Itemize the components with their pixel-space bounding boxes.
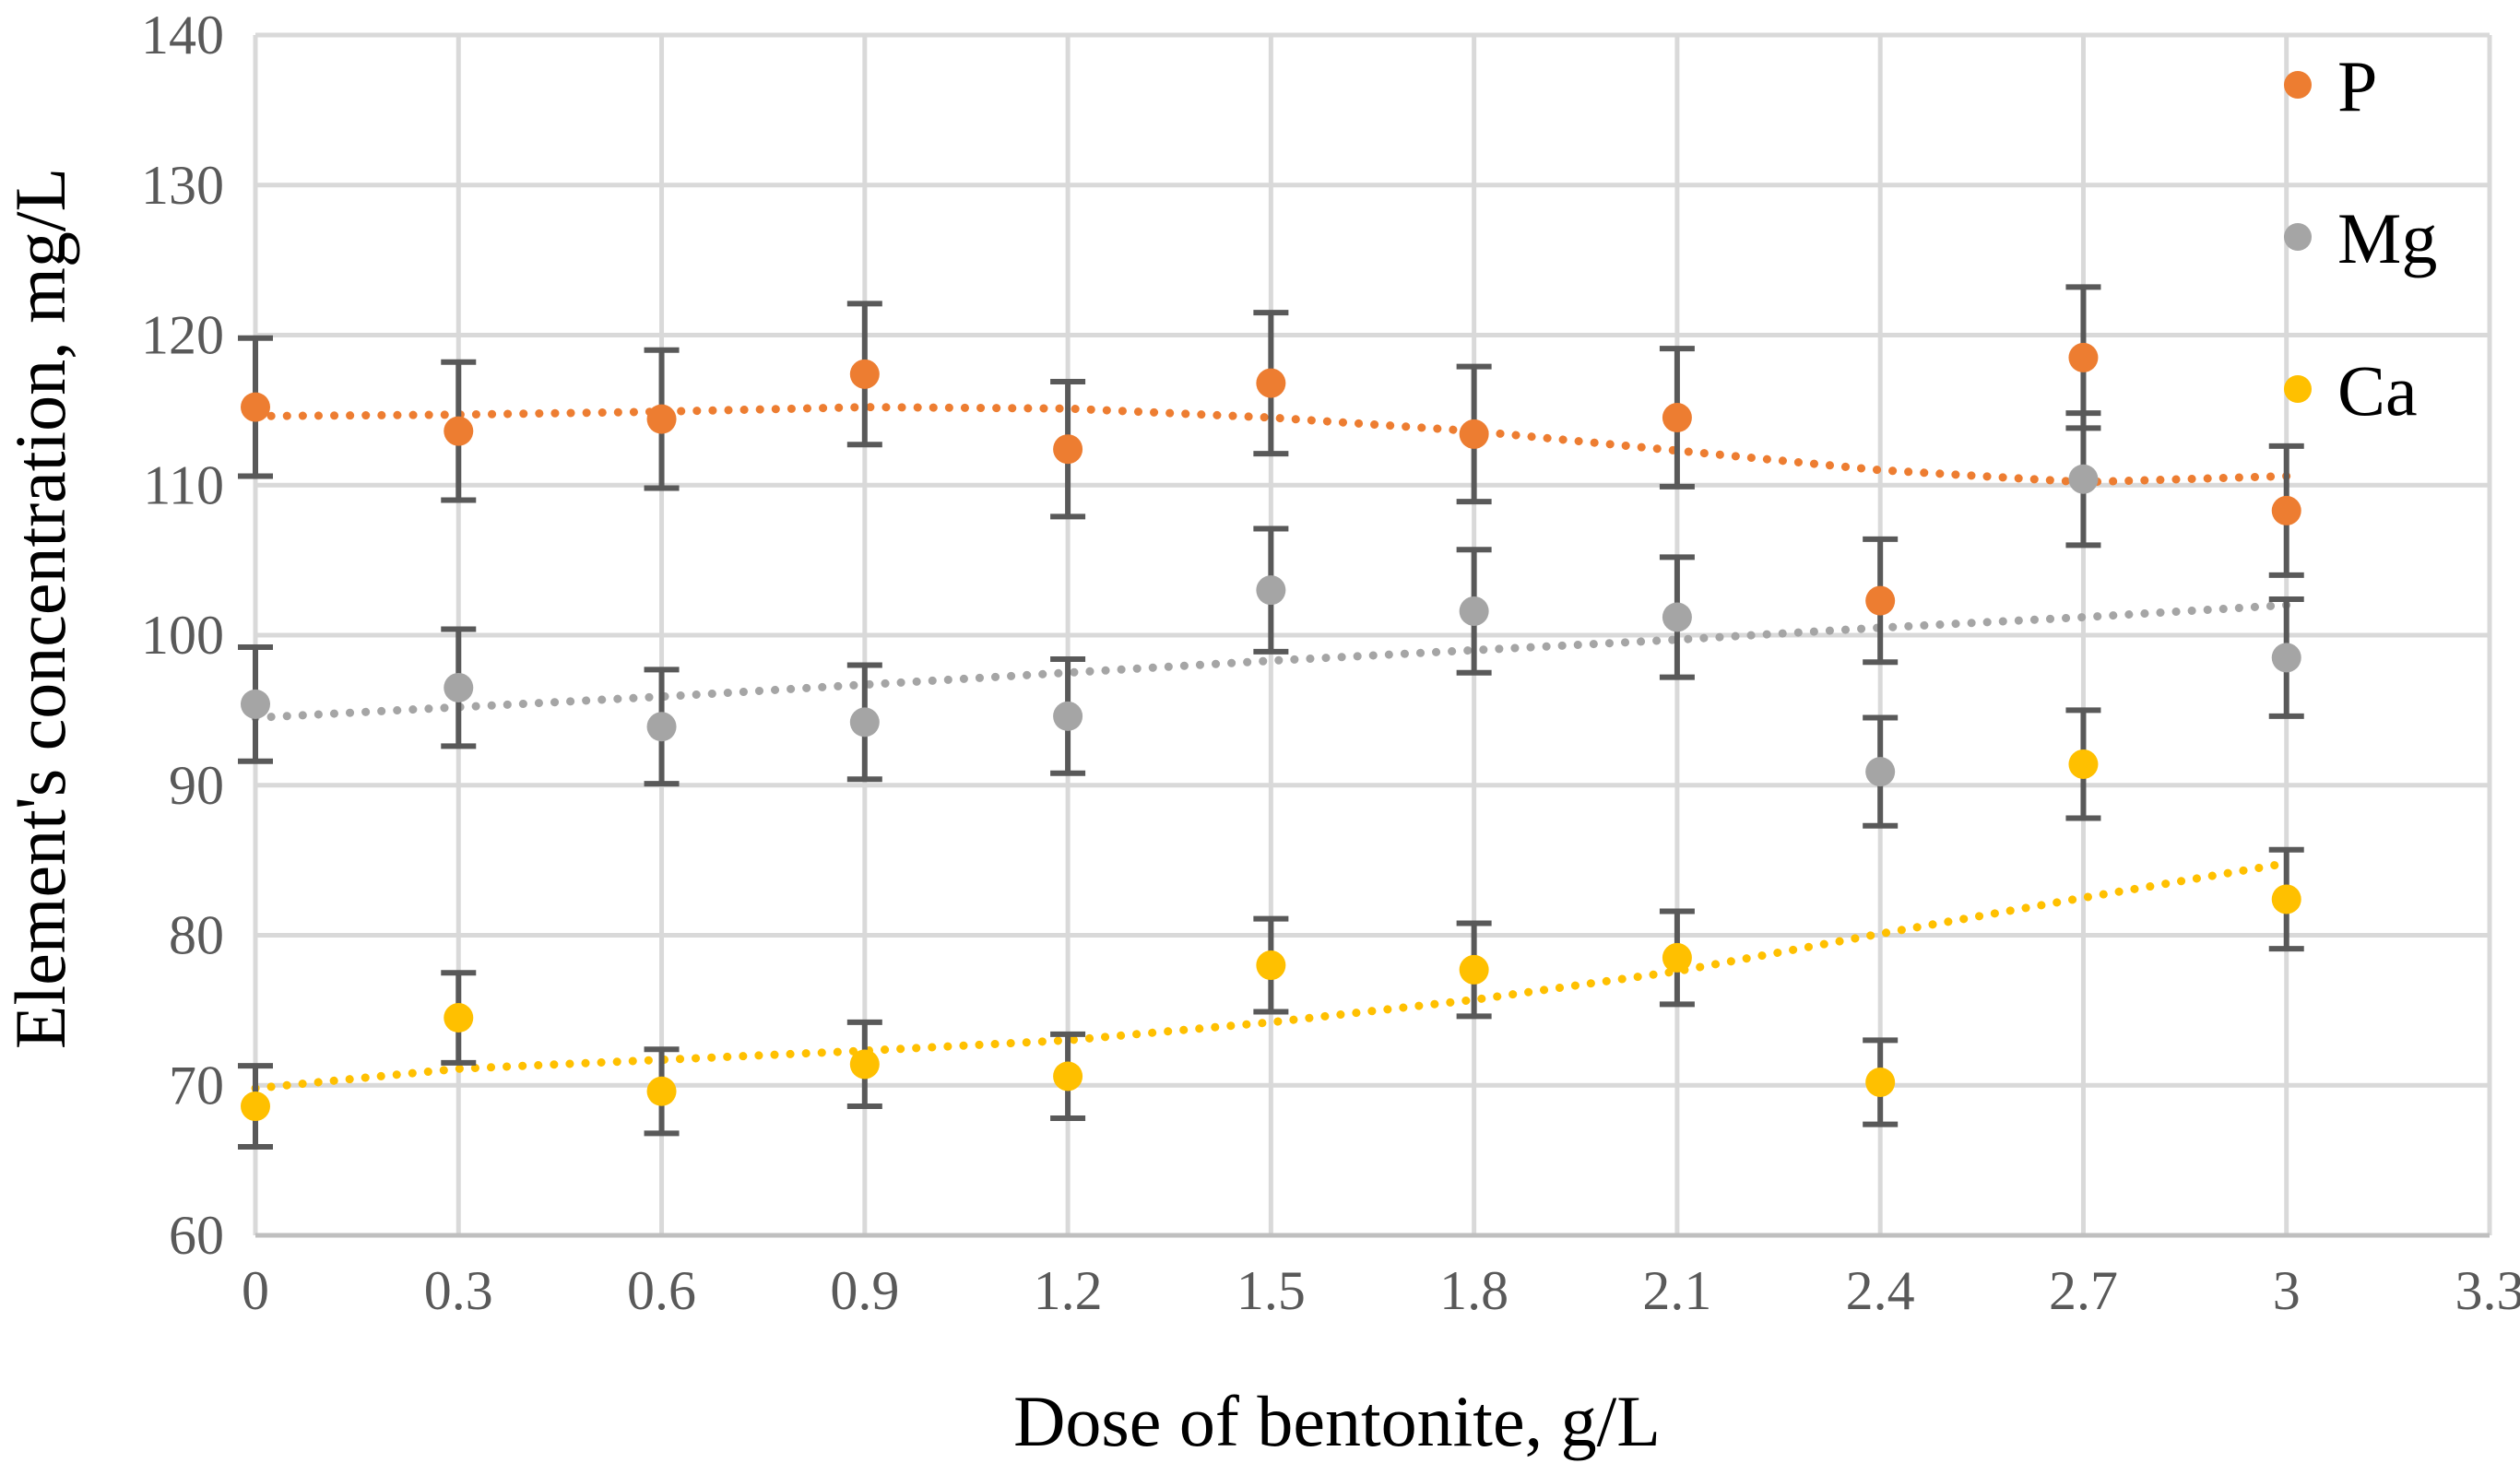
error-bars <box>238 284 2304 1150</box>
mg-point <box>1865 757 1896 787</box>
y-tick-label: 130 <box>141 155 224 216</box>
ca-point <box>849 1049 880 1080</box>
ca-point <box>646 1076 677 1106</box>
x-tick-label: 3.3 <box>2455 1260 2520 1321</box>
p-point <box>1256 368 1286 398</box>
y-tick-label: 90 <box>169 755 224 816</box>
y-tick-label: 140 <box>141 5 224 65</box>
y-tick-label: 100 <box>141 605 224 666</box>
x-tick-label: 0.3 <box>424 1260 493 1321</box>
x-tick-label: 1.8 <box>1439 1260 1508 1321</box>
mg-point <box>1053 701 1083 731</box>
mg-point <box>2068 464 2099 494</box>
legend-label-mg: Mg <box>2337 198 2437 278</box>
legend-marker-p <box>2284 71 2312 99</box>
legend-item-mg: Mg <box>2284 198 2437 278</box>
p-point <box>1053 434 1083 465</box>
tick-labels: 0 0.3 0.6 0.9 1.2 1.5 1.8 2.1 2.4 2.7 3 3.3 60 70 80 90… <box>141 5 2520 1321</box>
data-points <box>241 342 2301 1122</box>
ca-point <box>2271 884 2301 914</box>
trendlines <box>251 403 2291 1092</box>
ca-trendline <box>251 858 2291 1092</box>
ca-point <box>2068 749 2099 779</box>
y-axis-title: Element's concentration, mg/L <box>0 168 80 1049</box>
mg-point <box>1256 575 1286 606</box>
mg-point <box>849 707 880 738</box>
mg-point <box>1459 596 1489 626</box>
x-tick-label: 0.6 <box>627 1260 696 1321</box>
x-tick-label: 0.9 <box>830 1260 899 1321</box>
p-point <box>646 404 677 434</box>
legend-item-ca: Ca <box>2284 350 2418 431</box>
legend: P Mg Ca <box>2284 46 2437 431</box>
ca-point <box>444 1003 474 1033</box>
x-tick-label: 1.5 <box>1236 1260 1306 1321</box>
x-tick-label: 2.4 <box>1846 1260 1915 1321</box>
ca-point <box>1256 950 1286 981</box>
legend-label-p: P <box>2337 46 2377 126</box>
y-tick-label: 80 <box>169 905 224 966</box>
x-tick-label: 2.1 <box>1642 1260 1711 1321</box>
x-tick-label: 1.2 <box>1034 1260 1103 1321</box>
p-point <box>1865 585 1896 616</box>
gridlines <box>255 32 2492 1235</box>
x-axis-title: Dose of bentonite, g/L <box>1013 1381 1661 1461</box>
p-point <box>2271 495 2301 525</box>
mg-point <box>2271 643 2301 673</box>
x-tick-label: 2.7 <box>2049 1260 2118 1321</box>
legend-marker-mg <box>2284 223 2312 251</box>
y-tick-label: 60 <box>169 1205 224 1266</box>
mg-point <box>241 689 270 719</box>
x-tick-label: 3 <box>2273 1260 2301 1321</box>
x-tick-label: 0 <box>242 1260 269 1321</box>
p-point <box>444 416 474 446</box>
y-tick-label: 70 <box>169 1055 224 1115</box>
ca-point <box>241 1092 270 1122</box>
legend-item-p: P <box>2284 46 2377 126</box>
p-point <box>241 392 270 422</box>
axes <box>253 35 2490 1238</box>
legend-label-ca: Ca <box>2337 350 2418 431</box>
legend-marker-ca <box>2284 375 2312 403</box>
mg-point <box>646 712 677 742</box>
mg-point <box>1662 602 1692 632</box>
p-point <box>1662 403 1692 433</box>
y-tick-label: 120 <box>141 305 224 366</box>
ca-point <box>1053 1061 1083 1092</box>
p-point <box>849 359 880 389</box>
ca-point <box>1459 954 1489 985</box>
y-tick-label: 110 <box>143 454 224 515</box>
mg-point <box>444 672 474 702</box>
p-point <box>1459 419 1489 449</box>
ca-point <box>1662 942 1692 973</box>
p-point <box>2068 342 2099 372</box>
ca-point <box>1865 1067 1896 1097</box>
